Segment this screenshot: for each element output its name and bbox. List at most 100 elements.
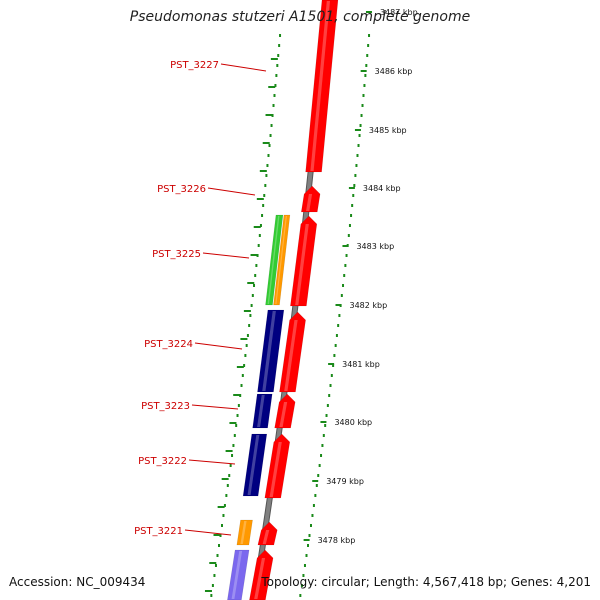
guide-dot (321, 444, 324, 447)
guide-dot (362, 94, 365, 97)
gene-label-pst-3224[interactable]: PST_3224 (144, 339, 193, 350)
rna-feature-orange (236, 519, 253, 546)
tick-dash (209, 562, 217, 564)
rna-feature-orange-shine (275, 216, 287, 304)
guide-dot (241, 374, 244, 377)
guide-dot (317, 474, 320, 477)
guide-dot (235, 424, 238, 427)
forward-cds-block-shine (295, 224, 309, 305)
guide-dot (305, 554, 308, 557)
reverse-cds-block-shine (262, 311, 276, 391)
tick-dash (233, 394, 241, 396)
scale-tick (348, 187, 355, 189)
guide-dot (302, 574, 305, 577)
guide-dot (273, 94, 276, 97)
guide-dot (309, 524, 312, 527)
guide-dot (344, 264, 347, 267)
guide-dot (367, 44, 370, 47)
guide-dot (353, 184, 356, 187)
guide-dot (243, 364, 246, 367)
reverse-cds-block (227, 549, 250, 600)
guide-dot (312, 504, 315, 507)
guide-dot (245, 344, 248, 347)
scale-tick (312, 480, 319, 482)
guide-dot (300, 584, 303, 587)
scale-label: 3482 kbp (349, 301, 387, 310)
gene-leader-line (220, 63, 267, 72)
guide-dot (218, 544, 221, 547)
scale-label: 3487 kbp (380, 8, 418, 17)
gene-leader-line (188, 459, 236, 465)
forward-cds-block (264, 433, 291, 499)
guide-dot (278, 44, 281, 47)
guide-dot (268, 144, 271, 147)
forward-cds-block (300, 185, 321, 213)
gene-label-pst-3225[interactable]: PST_3225 (152, 249, 201, 260)
guide-dot (357, 144, 360, 147)
guide-dot (270, 124, 273, 127)
guide-dot (354, 174, 357, 177)
guide-dot (246, 334, 249, 337)
guide-dot (311, 514, 314, 517)
gene-leader-line (194, 342, 243, 350)
scale-tick (320, 421, 327, 423)
guide-dot (308, 534, 311, 537)
guide-dot (272, 104, 275, 107)
gene-label-pst-3221[interactable]: PST_3221 (134, 526, 183, 537)
forward-cds-block-shine (269, 442, 282, 497)
guide-dot (279, 34, 282, 37)
tick-dash (204, 590, 212, 592)
scale-label: 3480 kbp (334, 418, 372, 427)
guide-dot (211, 584, 214, 587)
gene-leader-line (207, 187, 256, 196)
guide-dot (335, 334, 338, 337)
gene-label-pst-3223[interactable]: PST_3223 (141, 401, 190, 412)
guide-dot (338, 314, 341, 317)
guide-dot (226, 484, 229, 487)
scale-label: 3481 kbp (342, 360, 380, 369)
guide-dot (332, 364, 335, 367)
guide-dot (348, 224, 351, 227)
guide-dot (368, 34, 371, 37)
gene-label-pst-3222[interactable]: PST_3222 (138, 456, 187, 467)
guide-dot (361, 104, 364, 107)
reverse-cds-block (257, 309, 285, 393)
guide-dot (356, 154, 359, 157)
gene-label-pst-3226[interactable]: PST_3226 (157, 184, 206, 195)
tick-dash (236, 366, 244, 368)
guide-dot (345, 254, 348, 257)
scale-tick (342, 245, 349, 247)
scale-tick (365, 11, 372, 13)
guide-dot (257, 244, 260, 247)
guide-dot (351, 204, 354, 207)
guide-dot (225, 494, 228, 497)
scale-tick (354, 129, 361, 131)
tick-dash (268, 86, 276, 88)
reverse-cds-block-shine (231, 551, 243, 599)
tick-dash (265, 114, 273, 116)
scale-label: 3483 kbp (356, 242, 394, 251)
guide-dot (318, 464, 321, 467)
forward-cds-block (257, 521, 278, 546)
tick-dash (240, 338, 248, 340)
forward-cds-block (279, 311, 306, 393)
guide-dot (326, 404, 329, 407)
topology-text: Topology: circular; Length: 4,567,418 bp… (261, 575, 591, 589)
guide-dot (229, 464, 232, 467)
guide-dot (248, 324, 251, 327)
guide-dot (232, 444, 235, 447)
reverse-cds-block-shine (257, 395, 265, 427)
guide-dot (322, 434, 325, 437)
guide-dot (325, 414, 328, 417)
forward-cds-block (290, 215, 318, 307)
tick-dash (243, 310, 251, 312)
guide-dot (334, 344, 337, 347)
tick-dash (253, 226, 261, 228)
scale-label: 3485 kbp (369, 126, 407, 135)
guide-dot (315, 484, 318, 487)
scale-tick (328, 363, 335, 365)
gene-leader-line (191, 404, 239, 410)
gene-label-pst-3227[interactable]: PST_3227 (170, 60, 219, 71)
tick-dash (250, 254, 258, 256)
